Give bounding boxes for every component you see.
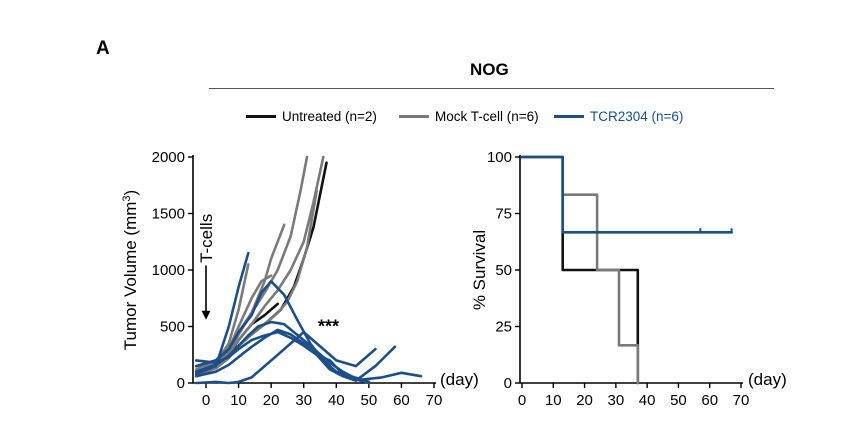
tumor-series-tcr2304-12 [194,330,423,381]
survival-y-axis-label: % Survival [470,230,489,310]
tumor-y-tick-label: 500 [160,319,185,336]
legend-swatch-tcr [554,114,584,118]
survival-y-tick-label: 75 [495,206,512,223]
survival-x-tick-label: 60 [701,392,718,409]
legend-label-untreated: Untreated (n=2) [282,108,377,124]
tumor-series-tcr2304-13 [194,330,377,385]
legend-swatch-untreated [246,114,276,118]
survival-x-tick-label: 50 [670,392,687,409]
tumor-x-tick-label: 40 [328,392,345,409]
tumor-y-tick-label: 1000 [152,262,185,279]
tumor-x-tick-label: 20 [263,392,280,409]
tumor-x-tick-label: 30 [295,392,312,409]
survival-x-tick-label: 40 [639,392,656,409]
tumor-series-tcr2304-10 [194,251,250,376]
legend-item-mock: Mock T-cell (n=6) [399,106,539,126]
survival-x-tick-label: 20 [576,392,593,409]
group-title: NOG [470,60,509,79]
survival-x-tick-label: 70 [733,392,750,409]
survival-series-untreated-0 [520,155,640,385]
tumor-series-tcr2304-9 [194,279,371,385]
tcell-annotation-label: T-cells [197,214,216,263]
legend-label-mock: Mock T-cell (n=6) [435,108,539,124]
survival-chart: 0 25 50 75 100 0 10 20 30 40 50 60 70 (day) % Survival [470,149,787,409]
tumor-series-tcr2304-11 [194,328,397,383]
tumor-x-axis-label: (day) [440,370,479,389]
tumor-x-tick-label: 60 [393,392,410,409]
survival-x-tick-label: 10 [545,392,562,409]
tcell-arrow-head [201,310,211,320]
group-divider [209,88,774,89]
tumor-x-tick-label: 70 [426,392,443,409]
survival-y-tick-label: 100 [487,149,512,166]
tumor-y-tick-label: 1500 [152,206,185,223]
tumor-x-tick-label: 10 [230,392,247,409]
survival-y-tick-label: 25 [495,319,512,336]
legend-swatch-mock [399,114,429,118]
legend-item-tcr: TCR2304 (n=6) [554,106,683,126]
legend-label-tcr: TCR2304 (n=6) [590,108,684,124]
legend-item-untreated: Untreated (n=2) [246,106,377,126]
survival-series-tcr2304-2 [520,155,733,234]
tumor-series-mock-t-cell-5 [194,263,250,372]
survival-y-tick-label: 50 [495,262,512,279]
survival-x-tick-label: 30 [608,392,625,409]
tumor-x-tick-label: 50 [361,392,378,409]
survival-x-axis-label: (day) [748,370,787,389]
tumor-x-tick-label: 0 [202,392,210,409]
tumor-chart: 0 500 1000 1500 2000 0 10 20 30 40 50 60 70 (day) Tumo… [121,149,479,409]
panel-label: A [96,38,110,59]
tumor-y-tick-label: 2000 [152,149,185,166]
survival-x-tick-label: 0 [518,392,526,409]
survival-y-tick-label: 0 [504,375,512,392]
significance-annotation: *** [318,317,339,337]
tumor-y-axis-label: Tumor Volume (mm3) [121,190,140,350]
tumor-y-tick-label: 0 [177,375,185,392]
